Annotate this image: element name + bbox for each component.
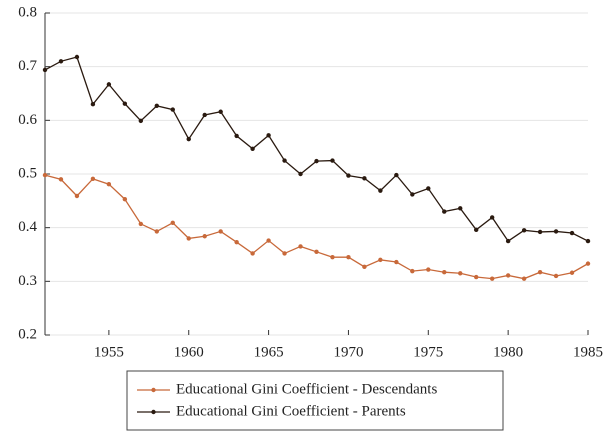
point xyxy=(282,251,287,256)
y-tick-label: 0.5 xyxy=(18,165,37,181)
point xyxy=(218,109,223,114)
series-line xyxy=(44,174,589,280)
x-tick-label: 1985 xyxy=(573,344,603,360)
point xyxy=(74,193,80,199)
y-tick-label: 0.8 xyxy=(18,4,37,20)
point xyxy=(505,273,511,278)
point xyxy=(553,229,559,234)
point xyxy=(90,102,96,107)
series-line xyxy=(44,56,589,242)
point xyxy=(42,172,48,178)
legend-box xyxy=(126,370,504,431)
point xyxy=(58,59,64,64)
point xyxy=(218,229,223,234)
point xyxy=(250,251,255,256)
y-tick-label: 0.3 xyxy=(18,273,37,289)
y-tick-label: 0.4 xyxy=(18,219,37,235)
x-tick-label: 1965 xyxy=(254,344,284,360)
point xyxy=(426,186,431,191)
point xyxy=(186,236,191,241)
point xyxy=(378,188,383,193)
point xyxy=(234,133,239,139)
point xyxy=(282,158,287,163)
point xyxy=(234,239,239,245)
point xyxy=(202,112,207,118)
point xyxy=(330,254,335,260)
point xyxy=(474,227,479,233)
point xyxy=(122,197,128,202)
point xyxy=(410,192,415,197)
point xyxy=(394,259,399,265)
legend-label: Educational Gini Coefficient - Parents xyxy=(176,403,406,419)
point xyxy=(410,268,415,274)
point xyxy=(138,221,144,227)
point xyxy=(186,136,191,142)
point xyxy=(202,234,207,239)
point xyxy=(106,181,112,187)
point xyxy=(106,82,112,87)
point xyxy=(138,118,144,124)
point xyxy=(378,257,383,263)
point xyxy=(122,101,128,106)
legend-label: Educational Gini Coefficient - Descendan… xyxy=(176,381,437,397)
y-tick-label: 0.2 xyxy=(18,326,37,342)
point xyxy=(250,146,255,151)
point xyxy=(505,238,511,244)
point xyxy=(489,276,495,281)
point xyxy=(74,54,80,60)
point xyxy=(537,270,543,275)
point xyxy=(569,230,575,236)
point xyxy=(521,276,527,281)
legend-marker xyxy=(151,387,156,393)
point xyxy=(585,238,591,244)
y-tick-label: 0.7 xyxy=(18,58,37,74)
point xyxy=(426,267,431,272)
point xyxy=(314,158,319,164)
point xyxy=(394,172,399,178)
point xyxy=(489,215,495,220)
point xyxy=(362,176,367,181)
point xyxy=(569,270,575,275)
point xyxy=(58,177,64,182)
y-tick-label: 0.6 xyxy=(18,112,37,128)
legend-marker xyxy=(151,409,156,415)
point xyxy=(90,176,96,182)
point xyxy=(154,229,159,234)
x-tick-label: 1955 xyxy=(94,344,124,360)
point xyxy=(170,220,175,226)
point xyxy=(330,158,335,163)
point xyxy=(474,274,479,280)
point xyxy=(362,264,367,270)
point xyxy=(346,254,351,260)
point xyxy=(585,261,591,266)
point xyxy=(314,249,319,255)
x-tick-label: 1975 xyxy=(413,344,443,360)
point xyxy=(298,171,303,177)
point xyxy=(170,107,175,112)
x-tick-label: 1960 xyxy=(174,344,204,360)
point xyxy=(458,206,463,211)
point xyxy=(442,209,447,214)
x-tick-label: 1970 xyxy=(333,344,363,360)
point xyxy=(346,173,351,178)
point xyxy=(537,229,543,235)
point xyxy=(458,271,463,276)
point xyxy=(442,270,447,275)
x-tick-label: 1980 xyxy=(493,344,523,360)
point xyxy=(298,244,303,249)
point xyxy=(154,103,159,109)
point xyxy=(42,67,48,73)
point xyxy=(553,273,559,279)
point xyxy=(521,228,527,233)
point xyxy=(266,133,271,138)
point xyxy=(266,238,271,243)
